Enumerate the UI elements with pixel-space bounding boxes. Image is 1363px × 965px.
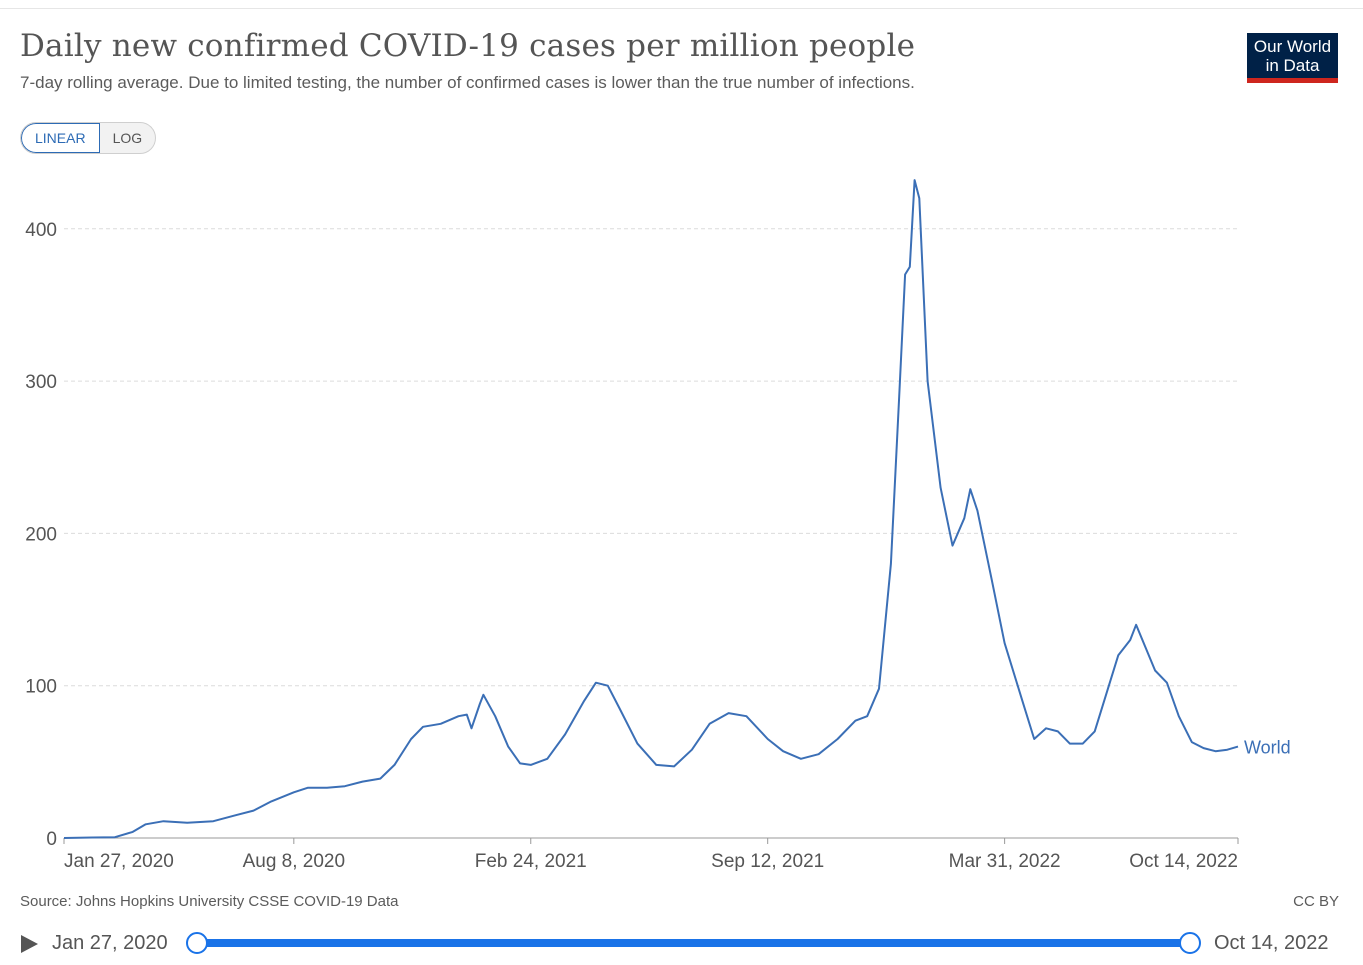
timeline-end-handle[interactable] (1179, 932, 1201, 954)
x-tick-label: Sep 12, 2021 (711, 851, 824, 872)
x-tick-label: Mar 31, 2022 (949, 851, 1061, 872)
y-tick-label: 0 (46, 829, 57, 850)
timeline-start-handle[interactable] (186, 932, 208, 954)
y-tick-label: 100 (25, 677, 57, 698)
chart-title: Daily new confirmed COVID-19 cases per m… (20, 28, 916, 64)
series-line-world (63, 179, 1239, 839)
y-tick-label: 200 (25, 524, 57, 545)
timeline-track[interactable] (196, 939, 1190, 947)
source-note[interactable]: Source: Johns Hopkins University CSSE CO… (20, 893, 399, 910)
x-tick-label: Aug 8, 2020 (243, 851, 345, 872)
logo-line-1: Our World (1253, 37, 1332, 56)
scale-toggle: LINEAR LOG (20, 122, 157, 154)
log-scale-button[interactable]: LOG (112, 130, 143, 146)
y-tick-label: 400 (25, 220, 57, 241)
series-end-label: World (1244, 738, 1291, 758)
chart-subtitle: 7-day rolling average. Due to limited te… (20, 73, 915, 92)
top-divider (0, 8, 1363, 9)
y-tick-label: 300 (25, 372, 57, 393)
x-tick-label: Feb 24, 2021 (475, 851, 587, 872)
timeline-start-label: Jan 27, 2020 (52, 932, 168, 954)
linear-scale-button[interactable]: LINEAR (21, 123, 100, 153)
owid-logo[interactable]: Our World in Data (1247, 33, 1338, 83)
license-link[interactable]: CC BY (1293, 893, 1339, 910)
x-tick-label: Oct 14, 2022 (1129, 851, 1238, 872)
x-tick-label: Jan 27, 2020 (64, 851, 174, 872)
play-icon[interactable] (21, 935, 38, 953)
logo-line-2: in Data (1265, 56, 1320, 75)
timeline-end-label: Oct 14, 2022 (1214, 932, 1329, 954)
